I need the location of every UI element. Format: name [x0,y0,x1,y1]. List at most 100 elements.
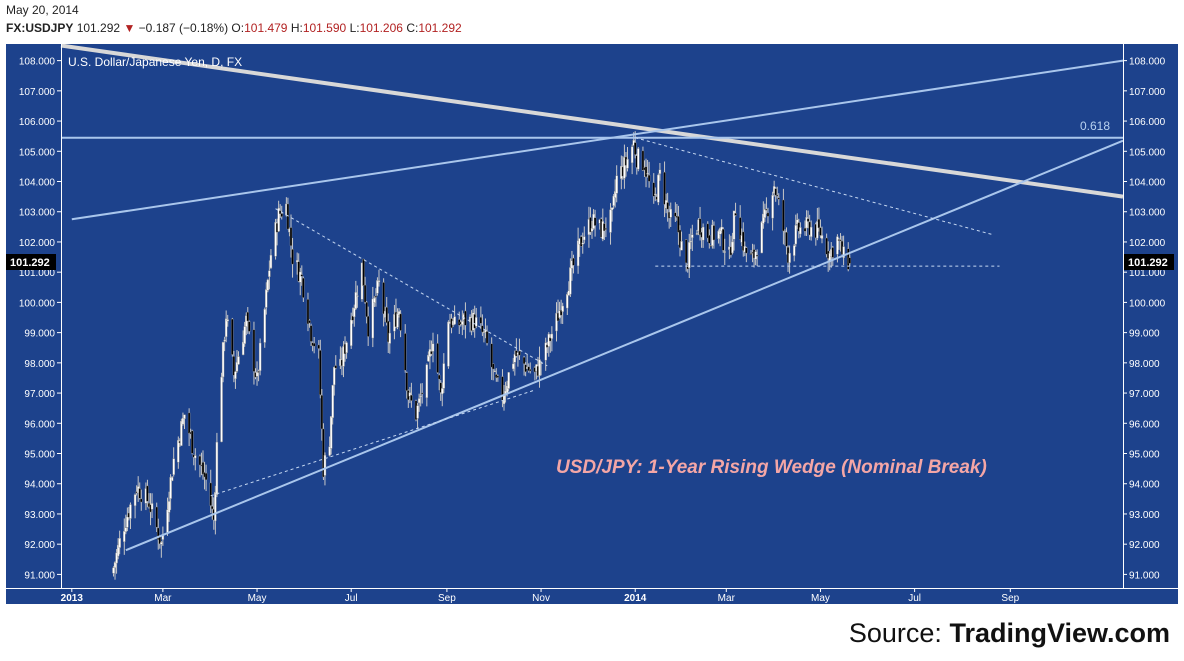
candle-body [441,388,444,395]
candle-body [289,227,293,246]
candle-body [589,217,592,233]
y-tick-label-left: 97.000 [24,389,55,400]
y-tick-label-right: 103.000 [1129,208,1166,219]
source-brand[interactable]: TradingView.com [949,618,1170,648]
candle-body [475,317,478,327]
candle-body [309,325,313,342]
candle-body [241,341,245,356]
last-price-marker-right: 101.292 [1124,254,1174,270]
candle-body [331,385,334,418]
candle-body [306,299,310,325]
candle-body [637,148,640,170]
candle-body [544,342,547,361]
trendline [125,139,1124,552]
candle-body [385,307,388,323]
candle-body [652,182,655,197]
price-chart[interactable]: 91.000 91.000 92.000 92.000 93.000 93.000 94.0… [6,44,1178,604]
last-price: 101.292 [76,21,121,35]
candle-body [794,225,797,245]
candle-body [252,329,256,372]
candle-body [825,237,828,255]
candle-body [492,363,495,370]
candle-body [771,195,774,219]
candle-body [209,482,212,506]
candle-body [166,509,169,533]
candle-body [297,261,300,282]
candle-body [187,412,191,434]
candle-body [745,247,748,254]
y-tick-label-right: 100.000 [1129,298,1166,309]
candle-body [646,172,649,175]
candle-body [160,542,163,545]
candle-body [366,315,370,337]
y-tick-label-right: 108.000 [1129,57,1166,68]
candle-body [561,305,564,312]
y-tick-label-right: 91.000 [1129,570,1160,581]
candle-body [113,562,117,568]
candle-body [416,405,419,419]
candle-body [155,506,158,528]
candles [112,131,851,580]
y-tick-label-left: 98.000 [24,359,55,370]
candle-body [507,372,510,389]
candle-body [603,223,606,231]
candle-body [231,318,234,355]
candle-body [674,212,677,217]
candle-body [221,342,225,378]
candle-body [572,257,575,266]
pattern-annotation: USD/JPY: 1-Year Rising Wedge (Nominal Br… [556,457,987,478]
candle-body [684,239,688,264]
candle-body [615,175,618,194]
candle-body [226,319,229,322]
candle-body [797,222,801,232]
candle-body [549,337,552,342]
candle-body [569,267,572,295]
candle-body [708,235,711,244]
x-tick-label: Mar [718,593,736,604]
candle-body [374,295,378,298]
x-tick-label: 2013 [61,593,84,604]
chart-date: May 20, 2014 [6,3,79,17]
y-tick-label-right: 99.000 [1129,329,1160,340]
candle-body [654,193,657,196]
symbol-label[interactable]: FX:USDJPY [6,21,74,35]
candle-body [419,395,422,397]
candle-body [268,270,271,277]
candle-body [177,440,180,463]
candle-body [836,236,839,255]
y-tick-label-right: 105.000 [1129,147,1166,158]
candle-body [583,236,586,241]
candle-body [437,374,441,380]
y-tick-label-right: 97.000 [1129,389,1160,400]
candle-body [559,310,563,316]
trendline [60,44,1124,199]
candle-body [742,231,745,251]
candle-body [755,254,759,257]
x-tick-label: Sep [438,593,456,604]
candle-body [356,295,359,297]
candle-body [718,228,722,235]
candle-body [266,279,270,291]
candle-body [349,319,353,346]
candle-body [140,498,143,503]
y-tick-label-right: 96.000 [1129,419,1160,430]
candle-body [738,217,742,240]
candle-body [612,195,615,206]
candle-body [842,246,845,258]
x-tick-label: Sep [1001,593,1019,604]
candle-body [657,174,660,203]
candle-body [112,567,115,574]
candle-body [277,207,280,232]
candle-body [512,363,515,370]
candle-body [246,312,249,322]
candle-body [817,219,821,229]
candle-body [760,222,763,254]
source-prefix: Source: [848,618,950,648]
candle-body [527,366,530,371]
candle-body [299,271,302,283]
candle-body [623,157,626,179]
candle-body [319,350,322,396]
candle-body [641,150,645,171]
candle-body [698,218,702,235]
y-tick-label-left: 108.000 [19,57,56,68]
